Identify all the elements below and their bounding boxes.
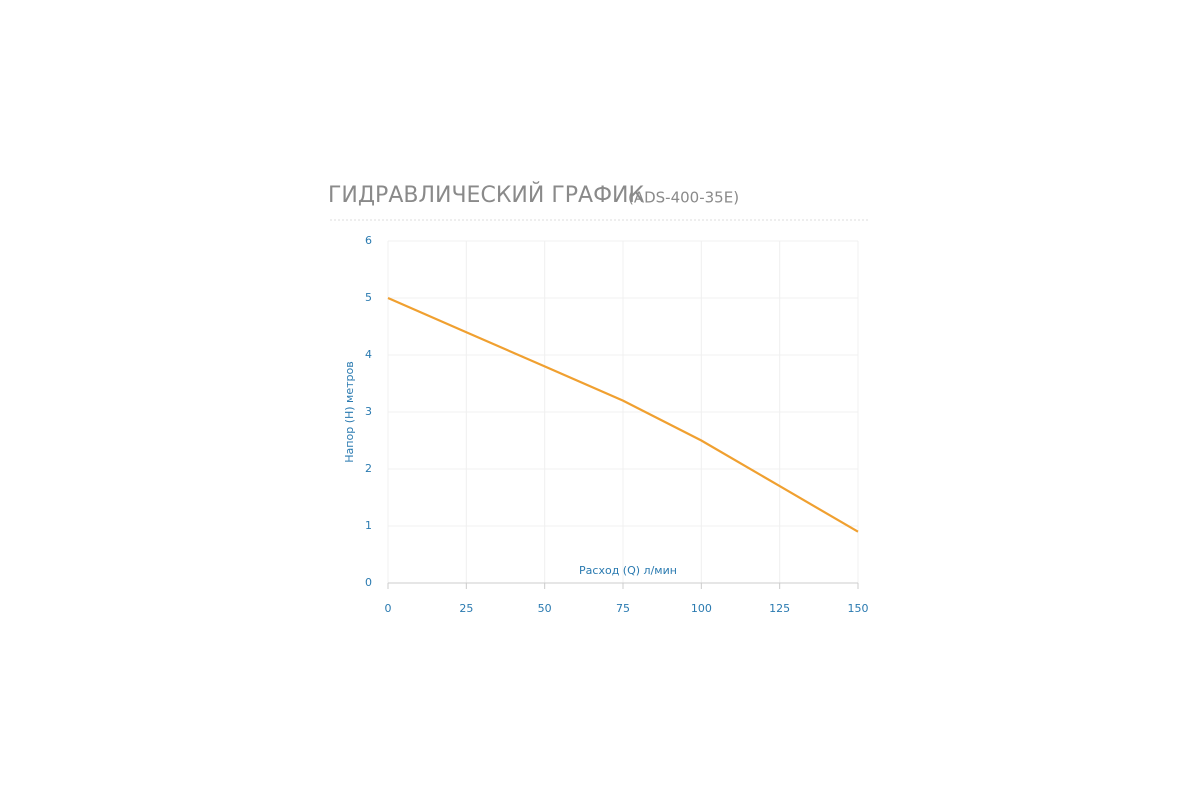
y-axis-label: Напор (H) метров bbox=[343, 361, 356, 462]
x-tick-label: 50 bbox=[538, 602, 552, 615]
x-axis-label: Расход (Q) л/мин bbox=[579, 564, 677, 577]
x-tick-label: 25 bbox=[459, 602, 473, 615]
y-tick-label: 2 bbox=[365, 462, 372, 475]
y-tick-label: 4 bbox=[365, 348, 372, 361]
y-tick-label: 5 bbox=[365, 291, 372, 304]
x-tick-label: 150 bbox=[848, 602, 869, 615]
x-tick-label: 0 bbox=[385, 602, 392, 615]
y-tick-label: 0 bbox=[365, 576, 372, 589]
chart-title: ГИДРАВЛИЧЕСКИЙ ГРАФИК bbox=[328, 182, 644, 208]
chart-subtitle: (ADS-400-35E) bbox=[628, 189, 739, 207]
y-tick-label: 1 bbox=[365, 519, 372, 532]
y-tick-label: 6 bbox=[365, 234, 372, 247]
x-tick-label: 75 bbox=[616, 602, 630, 615]
data-line bbox=[387, 296, 859, 533]
y-tick-label: 3 bbox=[365, 405, 372, 418]
x-tick-label: 100 bbox=[691, 602, 712, 615]
x-tick-label: 125 bbox=[769, 602, 790, 615]
